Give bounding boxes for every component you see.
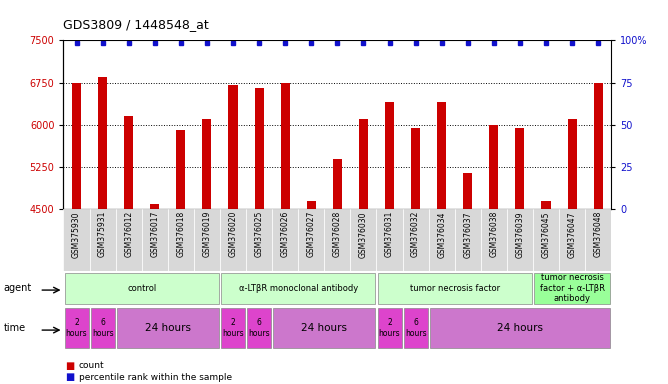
Bar (150, 204, 160, 209)
Bar (220, 209, 246, 271)
Bar (542, 201, 550, 209)
Text: GSM376027: GSM376027 (307, 211, 316, 258)
Text: percentile rank within the sample: percentile rank within the sample (79, 372, 232, 382)
Bar (63, 209, 90, 271)
Bar (307, 201, 316, 209)
Text: α-LTβR monoclonal antibody: α-LTβR monoclonal antibody (238, 284, 358, 293)
Text: GSM376025: GSM376025 (255, 211, 264, 258)
Text: GSM376018: GSM376018 (176, 211, 185, 257)
Bar (533, 209, 559, 271)
Bar (90, 209, 116, 271)
Text: GSM376034: GSM376034 (437, 211, 446, 258)
Text: GSM376020: GSM376020 (228, 211, 238, 258)
Text: control: control (127, 284, 156, 293)
Text: GSM376030: GSM376030 (359, 211, 368, 258)
Text: 2
hours: 2 hours (379, 318, 400, 338)
Bar (272, 209, 298, 271)
Text: tumor necrosis
factor + α-LTβR
antibody: tumor necrosis factor + α-LTβR antibody (540, 273, 605, 303)
Text: 24 hours: 24 hours (145, 323, 191, 333)
Bar (324, 209, 351, 271)
Text: 6
hours: 6 hours (405, 318, 426, 338)
Bar (168, 209, 194, 271)
Text: GSM376012: GSM376012 (124, 211, 133, 257)
Bar (116, 209, 142, 271)
Bar (142, 209, 168, 271)
Bar (559, 209, 585, 271)
Bar (176, 131, 186, 209)
Text: GSM376032: GSM376032 (411, 211, 420, 258)
Bar (377, 209, 403, 271)
Text: GSM376037: GSM376037 (464, 211, 472, 258)
Bar (124, 116, 133, 209)
Bar (65, 273, 218, 304)
Bar (455, 209, 481, 271)
Bar (98, 77, 107, 209)
Bar (534, 273, 610, 304)
Bar (385, 102, 394, 209)
Bar (255, 88, 264, 209)
Bar (403, 209, 429, 271)
Bar (568, 119, 576, 209)
Text: GSM376028: GSM376028 (333, 211, 342, 257)
Text: ■: ■ (65, 361, 74, 371)
Bar (228, 85, 238, 209)
Text: 6
hours: 6 hours (92, 318, 114, 338)
Bar (437, 102, 446, 209)
Text: GSM376038: GSM376038 (490, 211, 498, 258)
Text: count: count (79, 361, 104, 370)
Bar (594, 83, 603, 209)
Text: ■: ■ (65, 372, 74, 382)
Text: GDS3809 / 1448548_at: GDS3809 / 1448548_at (63, 18, 209, 31)
Text: 2
hours: 2 hours (222, 318, 244, 338)
Bar (351, 209, 377, 271)
Bar (273, 308, 375, 348)
Text: GSM376026: GSM376026 (281, 211, 290, 258)
Bar (411, 127, 420, 209)
Text: GSM376019: GSM376019 (202, 211, 211, 258)
Text: GSM376047: GSM376047 (568, 211, 576, 258)
Bar (359, 119, 368, 209)
Bar (515, 127, 524, 209)
Bar (403, 308, 428, 348)
Text: GSM376045: GSM376045 (542, 211, 550, 258)
Text: 2
hours: 2 hours (65, 318, 88, 338)
Text: GSM376039: GSM376039 (516, 211, 524, 258)
Bar (377, 308, 401, 348)
Text: 6
hours: 6 hours (248, 318, 270, 338)
Text: 24 hours: 24 hours (497, 323, 543, 333)
Bar (430, 308, 610, 348)
Text: tumor necrosis factor: tumor necrosis factor (409, 284, 500, 293)
Text: GSM376048: GSM376048 (594, 211, 603, 258)
Text: GSM375930: GSM375930 (72, 211, 81, 258)
Bar (507, 209, 533, 271)
Bar (221, 273, 375, 304)
Text: time: time (3, 323, 25, 333)
Bar (481, 209, 507, 271)
Bar (247, 308, 271, 348)
Bar (246, 209, 272, 271)
Bar (585, 209, 611, 271)
Bar (202, 119, 212, 209)
Text: GSM376031: GSM376031 (385, 211, 394, 258)
Bar (429, 209, 455, 271)
Bar (194, 209, 220, 271)
Bar (91, 308, 115, 348)
Bar (463, 173, 472, 209)
Bar (333, 159, 342, 209)
Bar (65, 308, 88, 348)
Bar (281, 83, 290, 209)
Text: 24 hours: 24 hours (301, 323, 347, 333)
Bar (489, 125, 498, 209)
Bar (221, 308, 245, 348)
Text: GSM375931: GSM375931 (98, 211, 107, 258)
Text: agent: agent (3, 283, 31, 293)
Bar (378, 273, 532, 304)
Text: GSM376017: GSM376017 (150, 211, 159, 258)
Bar (298, 209, 324, 271)
Bar (117, 308, 219, 348)
Bar (72, 83, 81, 209)
